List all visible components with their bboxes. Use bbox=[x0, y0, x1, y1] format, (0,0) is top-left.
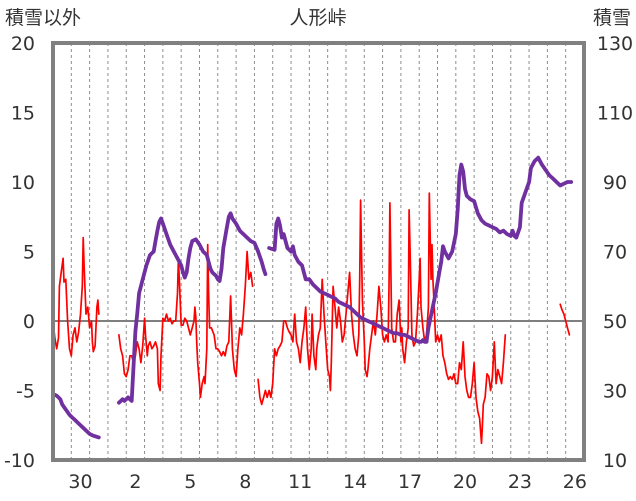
series-group bbox=[51, 155, 574, 445]
x-tick-label: 11 bbox=[288, 471, 312, 493]
x-tick-label: 17 bbox=[398, 471, 422, 493]
x-tick-label: 23 bbox=[508, 471, 532, 493]
series-1-segment-2 bbox=[267, 155, 574, 344]
left-tick-label: 15 bbox=[11, 103, 35, 125]
left-tick-label: 20 bbox=[11, 33, 35, 55]
gridlines bbox=[70, 43, 567, 460]
x-tick-label: 14 bbox=[343, 471, 367, 493]
x-tick-label: 26 bbox=[563, 471, 587, 493]
plot-border bbox=[51, 41, 586, 462]
x-tick-label: 5 bbox=[184, 471, 196, 493]
x-tick-label: 30 bbox=[68, 471, 92, 493]
left-tick-label: -10 bbox=[4, 450, 35, 472]
series-0-segment-3 bbox=[559, 303, 571, 336]
x-tick-label: 20 bbox=[453, 471, 477, 493]
right-tick-label: 10 bbox=[603, 450, 627, 472]
right-axis: 10 30 50 70 90 110 130 bbox=[597, 33, 633, 472]
left-tick-label: 5 bbox=[23, 242, 35, 264]
right-tick-label: 30 bbox=[603, 381, 627, 403]
x-tick-label: 8 bbox=[239, 471, 251, 493]
plot-frame bbox=[51, 41, 586, 462]
left-tick-label: 0 bbox=[23, 311, 35, 333]
right-axis-title: 積雪 bbox=[593, 7, 631, 29]
series-0-segment-0 bbox=[52, 236, 100, 357]
x-axis: 30 2 5 8 11 14 17 20 23 26 bbox=[68, 471, 587, 493]
series-0-segment-2 bbox=[257, 192, 507, 445]
right-tick-label: 110 bbox=[597, 103, 633, 125]
chart-title: 人形峠 bbox=[289, 7, 346, 29]
left-tick-label: -5 bbox=[16, 381, 35, 403]
series-1-segment-1 bbox=[117, 211, 268, 405]
x-tick-label: 2 bbox=[129, 471, 141, 493]
left-axis: -10 -5 0 5 10 15 20 bbox=[4, 33, 35, 472]
left-axis-title: 積雪以外 bbox=[5, 7, 81, 29]
series-0-segment-1 bbox=[118, 243, 254, 399]
right-tick-label: 50 bbox=[603, 311, 627, 333]
left-tick-label: 10 bbox=[11, 172, 35, 194]
right-tick-label: 90 bbox=[603, 172, 627, 194]
right-tick-label: 70 bbox=[603, 242, 627, 264]
right-tick-label: 130 bbox=[597, 33, 633, 55]
series-1-segment-0 bbox=[51, 392, 101, 440]
